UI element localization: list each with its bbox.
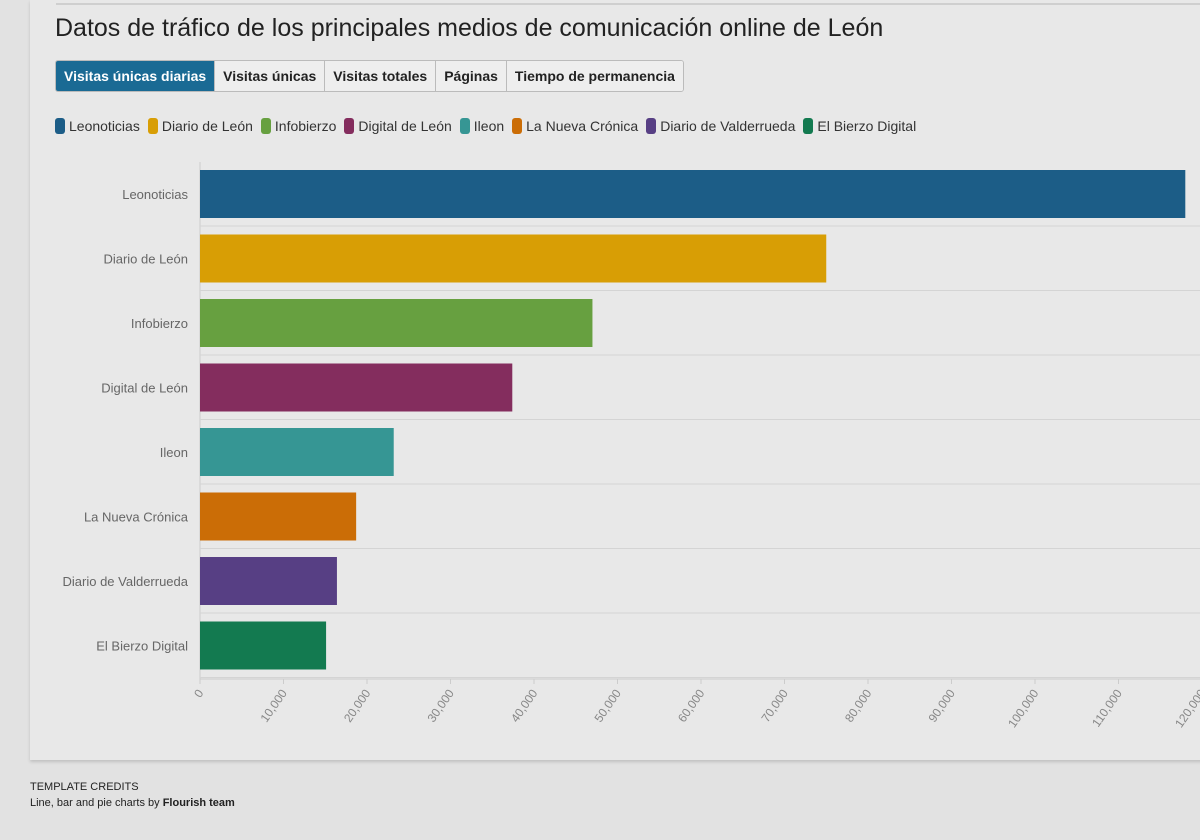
- legend-label: Infobierzo: [274, 118, 337, 134]
- legend-swatch: [646, 118, 657, 134]
- x-tick-label: 40,000: [508, 686, 541, 724]
- chart-title: Datos de tráfico de los principales medi…: [55, 14, 884, 42]
- legend-swatch: [55, 118, 65, 134]
- legend: Leonoticias Diario de León Infobierzo Digit…: [55, 118, 916, 134]
- legend-item[interactable]: La Nueva Crónica: [512, 118, 638, 134]
- bar-chart: Leonoticias Diario de León Infobierzo Digit…: [63, 162, 1200, 730]
- x-tick-label: 70,000: [758, 686, 791, 724]
- legend-label: El Bierzo Digital: [817, 118, 917, 134]
- y-tick-label: Leonoticias: [122, 187, 188, 202]
- x-tick-label: 120,000: [1172, 686, 1200, 730]
- bar-ileon: [200, 428, 394, 476]
- y-tick-label: Diario de León: [103, 252, 188, 267]
- tab-páginas[interactable]: Páginas: [436, 61, 507, 91]
- bar-diario-de-le-n: [200, 234, 827, 283]
- legend-label: Leonoticias: [69, 118, 140, 134]
- y-tick-label: Ileon: [160, 445, 188, 460]
- legend-swatch: [147, 118, 158, 134]
- y-tick-label: Digital de León: [101, 381, 188, 396]
- metric-tabs: Visitas únicas diarias Visitas únicas Visi…: [55, 60, 684, 92]
- tab-tiempo-de-permanencia[interactable]: Tiempo de permanencia: [506, 61, 683, 91]
- x-tick-label: 30,000: [424, 686, 457, 724]
- divider: [56, 3, 1200, 5]
- legend-label: Diario de Valderrueda: [660, 118, 796, 134]
- bar-diario-de-valderrueda: [200, 557, 337, 605]
- y-tick-label: Diario de Valderrueda: [63, 574, 189, 589]
- legend-item[interactable]: Leonoticias: [55, 118, 140, 134]
- legend-item[interactable]: Digital de León: [344, 118, 452, 134]
- bar-infobierzo: [200, 299, 593, 347]
- x-tick-label: 80,000: [842, 686, 875, 724]
- y-tick-label: El Bierzo Digital: [96, 639, 188, 654]
- legend-swatch: [803, 118, 814, 134]
- legend-swatch: [344, 118, 355, 134]
- legend-label: La Nueva Crónica: [526, 118, 639, 134]
- x-tick-label: 60,000: [675, 686, 708, 724]
- legend-item[interactable]: Diario de León: [147, 118, 253, 134]
- bar-leonoticias: [200, 170, 1186, 218]
- x-tick-label: 100,000: [1005, 686, 1042, 730]
- y-tick-label: La Nueva Crónica: [84, 510, 189, 525]
- bar-digital-de-le-n: [200, 363, 513, 412]
- bar-el-bierzo-digital: [200, 621, 327, 670]
- legend-item[interactable]: Diario de Valderrueda: [646, 118, 795, 134]
- x-tick-label: 10,000: [257, 686, 290, 724]
- x-tick-label: 0: [191, 686, 206, 700]
- x-tick-label: 90,000: [925, 686, 958, 724]
- x-tick-label: 50,000: [591, 686, 624, 724]
- tab-visitas-únicas-diarias[interactable]: Visitas únicas diarias: [56, 61, 216, 91]
- template-credits: TEMPLATE CREDITS Line, bar and pie chart…: [30, 779, 235, 811]
- x-tick-label: 20,000: [341, 686, 374, 724]
- legend-item[interactable]: Ileon: [459, 118, 505, 134]
- credits-text: Line, bar and pie charts by: [30, 797, 163, 809]
- legend-label: Ileon: [473, 118, 505, 134]
- legend-label: Diario de León: [161, 118, 253, 134]
- legend-item[interactable]: Infobierzo: [260, 118, 337, 134]
- legend-swatch: [512, 118, 523, 134]
- legend-swatch: [260, 118, 271, 134]
- legend-item[interactable]: El Bierzo Digital: [803, 118, 916, 134]
- x-tick-label: 110,000: [1089, 686, 1125, 729]
- legend-swatch: [459, 118, 470, 134]
- tab-visitas-únicas[interactable]: Visitas únicas: [215, 61, 326, 91]
- y-tick-label: Infobierzo: [131, 316, 188, 331]
- tab-visitas-totales[interactable]: Visitas totales: [325, 61, 437, 91]
- legend-label: Digital de León: [358, 118, 452, 134]
- credits-author-link[interactable]: Flourish team: [162, 797, 235, 809]
- bar-la-nueva-cr-nica: [200, 492, 357, 541]
- credits-heading: TEMPLATE CREDITS: [30, 781, 139, 793]
